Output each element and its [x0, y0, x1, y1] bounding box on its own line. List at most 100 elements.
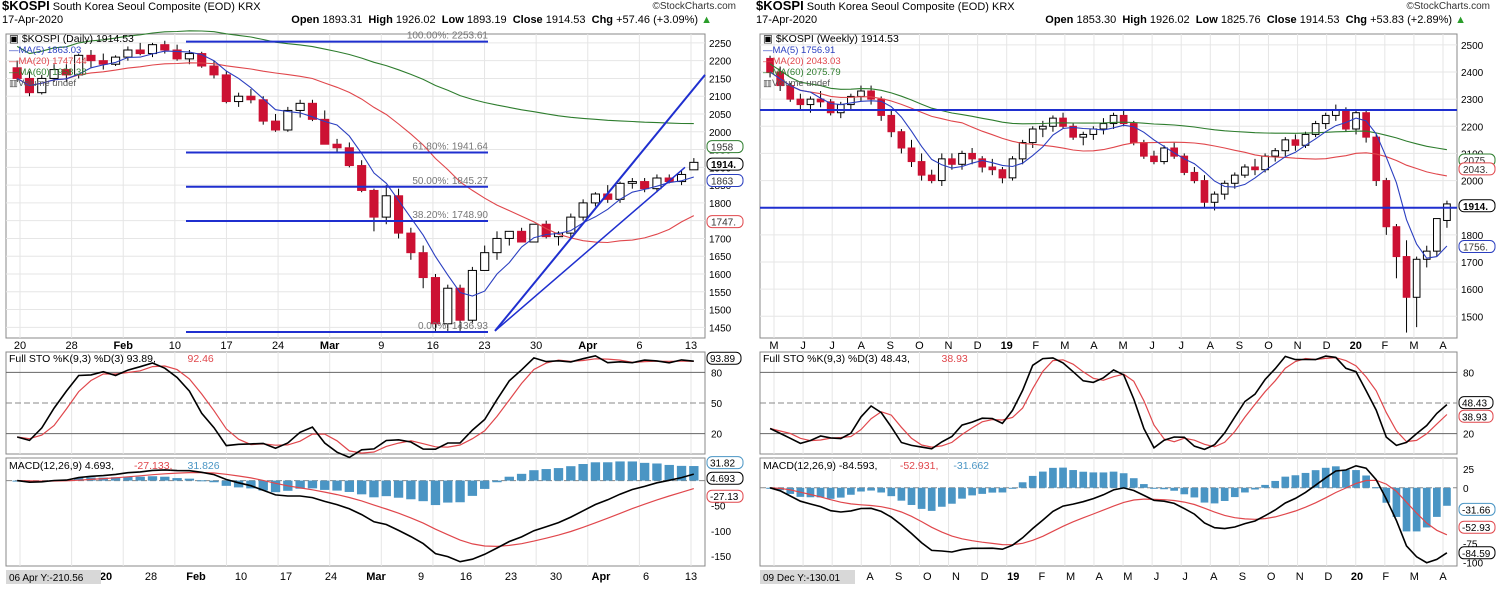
candle-body: [1433, 218, 1441, 252]
macd-histogram-bar: [1392, 487, 1401, 517]
macd-histogram-bar: [1422, 487, 1431, 528]
price-tick-label: 2300: [1461, 95, 1484, 106]
price-tag: 1914.: [711, 160, 736, 171]
candle-body: [1038, 125, 1047, 130]
x-axis-label: O: [915, 340, 924, 352]
price-tick-label: 2500: [1461, 41, 1484, 52]
x-axis-label: M: [1123, 571, 1132, 583]
candle-body: [246, 95, 256, 101]
x-axis-label: A: [1090, 340, 1098, 352]
symbol: $KOSPI: [756, 0, 804, 13]
x-axis-label: A: [866, 571, 874, 583]
candle-body: [430, 277, 441, 325]
legend-ma60: —MA(60) 1958.38: [9, 67, 87, 78]
x-axis-label: 20: [14, 340, 26, 352]
macd-histogram-bar: [307, 480, 318, 489]
price-tick-label: 1550: [709, 288, 732, 299]
candle-body: [61, 69, 71, 76]
candle-body: [689, 161, 699, 171]
panel-sto: [5, 351, 706, 455]
candle-body: [1422, 250, 1431, 260]
x-axis-label: 20: [1351, 571, 1363, 583]
price-tick-label: 2250: [709, 39, 732, 50]
macd-histogram-bar: [110, 477, 121, 481]
price-tick-label: 1700: [1461, 258, 1484, 269]
x-axis-label: D: [1323, 340, 1331, 352]
quote-date: 17-Apr-2020: [756, 14, 818, 26]
candle-body: [381, 195, 391, 218]
symbol-name: South Korea Seoul Composite (EOD): [52, 1, 235, 13]
candle-body: [307, 102, 317, 120]
x-axis-label: 24: [325, 571, 337, 583]
x-axis-label: 6: [636, 340, 642, 352]
macd-histogram-bar: [492, 480, 502, 483]
candle-body: [1008, 158, 1017, 179]
macd-histogram-bar: [541, 469, 551, 481]
macd-tag-box: [706, 456, 744, 470]
candle-body: [1028, 128, 1037, 144]
candle-body: [1352, 112, 1360, 130]
candle-body: [98, 60, 108, 65]
candle-body: [283, 109, 293, 131]
price-tick-label: 1600: [709, 270, 732, 281]
sto-legend: Full STO %K(9,3) %D(3) 48.43,: [763, 353, 910, 365]
sto-tag-box: [1458, 396, 1494, 410]
sto-tick-label: 20: [1463, 430, 1475, 441]
x-axis-label: J: [1154, 571, 1160, 583]
price-tag: 1914.: [1463, 202, 1488, 213]
macd-histogram-bar: [1382, 487, 1391, 503]
macd-legend-hist: -31.662: [953, 460, 989, 472]
macd-histogram-bar: [1261, 484, 1269, 488]
macd-tick-label: 0: [1463, 484, 1469, 495]
candle-body: [1069, 125, 1077, 138]
macd-legend-signal: -27.133,: [134, 460, 173, 472]
candle-body: [988, 166, 997, 171]
macd-histogram-bar: [1079, 471, 1088, 488]
candle-body: [492, 237, 502, 254]
x-axis-label: J: [800, 340, 806, 352]
candle-body: [1271, 150, 1280, 157]
candle-body: [836, 104, 845, 114]
x-axis-label: 28: [145, 571, 157, 583]
price-tag: 1958: [711, 143, 734, 154]
price-tag: 2043.: [1463, 165, 1488, 176]
price-tag-box: [1458, 199, 1496, 213]
candle-body: [1402, 256, 1411, 298]
macd-histogram-bar: [1271, 480, 1280, 488]
x-axis-label: J: [829, 340, 835, 352]
candle-body: [1362, 112, 1370, 138]
fibonacci-label: 0.00%: 1436.93: [418, 321, 488, 332]
macd-histogram-bar: [430, 480, 441, 506]
macd-histogram-bar: [1069, 470, 1077, 488]
candle-body: [1230, 174, 1239, 184]
ohlc-summary: Open 1893.31 High 1926.02 Low 1893.19 Cl…: [291, 14, 712, 26]
sto-tick-label: 80: [1463, 368, 1475, 379]
candle-body: [529, 223, 539, 243]
x-axis-label: D: [974, 340, 982, 352]
macd-histogram-bar: [455, 480, 465, 503]
price-tag: 2075: [1463, 156, 1486, 167]
macd-histogram-bar: [1331, 466, 1340, 488]
macd-signal-line: [770, 479, 1448, 546]
x-axis-label: M: [1409, 340, 1418, 352]
macd-histogram-bar: [516, 473, 527, 481]
symbol-name: South Korea Seoul Composite (EOD): [806, 1, 989, 13]
macd-histogram-bar: [320, 480, 330, 490]
candle-body: [1382, 180, 1391, 228]
legend-ma20: —MA(20) 2043.03: [763, 56, 841, 67]
candle-body: [857, 90, 865, 97]
candle-body: [978, 158, 987, 168]
macd-histogram-bar: [1241, 487, 1249, 493]
brand-logo: ©StockCharts.com: [652, 1, 736, 12]
exchange: KRX: [992, 1, 1015, 13]
x-axis-label: 30: [550, 571, 562, 583]
candle-body: [344, 147, 354, 167]
macd-histogram-bar: [246, 480, 256, 489]
candle-body: [847, 95, 855, 106]
candle-body: [1160, 147, 1168, 163]
macd-histogram-bar: [1008, 487, 1017, 489]
macd-histogram-bar: [590, 462, 601, 481]
x-axis-label: J: [1178, 340, 1184, 352]
macd-line: [17, 469, 695, 563]
candle-body: [270, 120, 281, 131]
